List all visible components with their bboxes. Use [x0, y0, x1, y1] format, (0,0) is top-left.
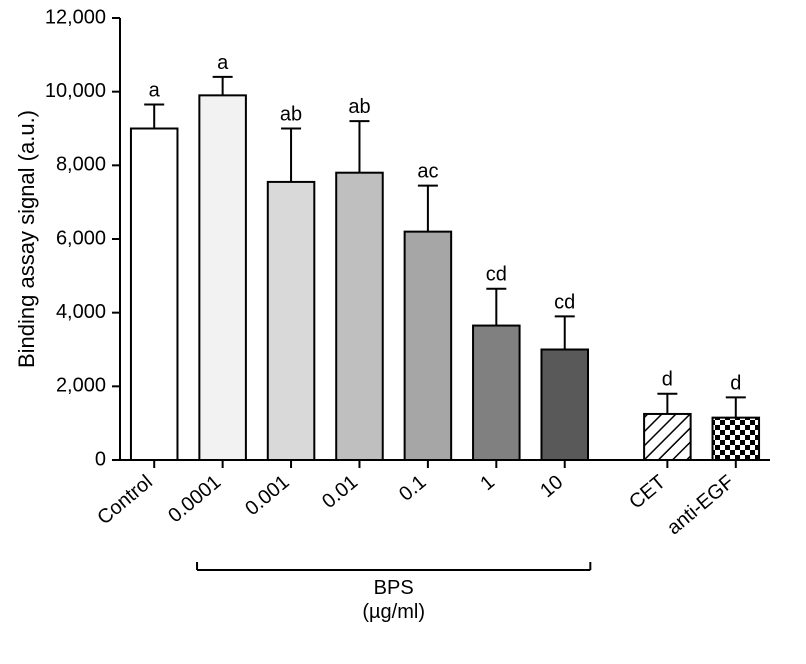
significance-label: ac — [417, 161, 438, 183]
bar — [336, 173, 383, 460]
significance-label: cd — [486, 264, 507, 286]
significance-label: ab — [280, 104, 302, 126]
bar — [268, 182, 315, 460]
bar — [405, 232, 452, 460]
y-tick-label: 0 — [95, 448, 106, 470]
significance-label: a — [217, 52, 229, 74]
y-tick-label: 2,000 — [56, 375, 106, 397]
bar — [199, 95, 246, 460]
y-axis-label: Binding assay signal (a.u.) — [14, 110, 39, 368]
significance-label: d — [730, 372, 741, 394]
y-tick-label: 6,000 — [56, 227, 106, 249]
y-tick-label: 4,000 — [56, 301, 106, 323]
significance-label: d — [662, 369, 673, 391]
significance-label: cd — [554, 291, 575, 313]
bar — [713, 418, 760, 460]
y-tick-label: 10,000 — [45, 80, 106, 102]
bar — [541, 350, 588, 461]
bar — [131, 129, 178, 461]
y-tick-label: 8,000 — [56, 154, 106, 176]
bar — [473, 326, 520, 460]
significance-label: a — [149, 80, 161, 102]
y-tick-label: 12,000 — [45, 6, 106, 28]
significance-label: ab — [348, 96, 370, 118]
group-sublabel: (µg/ml) — [362, 601, 425, 623]
binding-assay-bar-chart: 0 2,000 4,000 6,000 8,000 10,000 12,000 Binding… — [0, 0, 806, 664]
bar — [644, 414, 691, 460]
group-label: BPS — [374, 577, 414, 599]
chart-container: 0 2,000 4,000 6,000 8,000 10,000 12,000 Binding… — [0, 0, 806, 664]
